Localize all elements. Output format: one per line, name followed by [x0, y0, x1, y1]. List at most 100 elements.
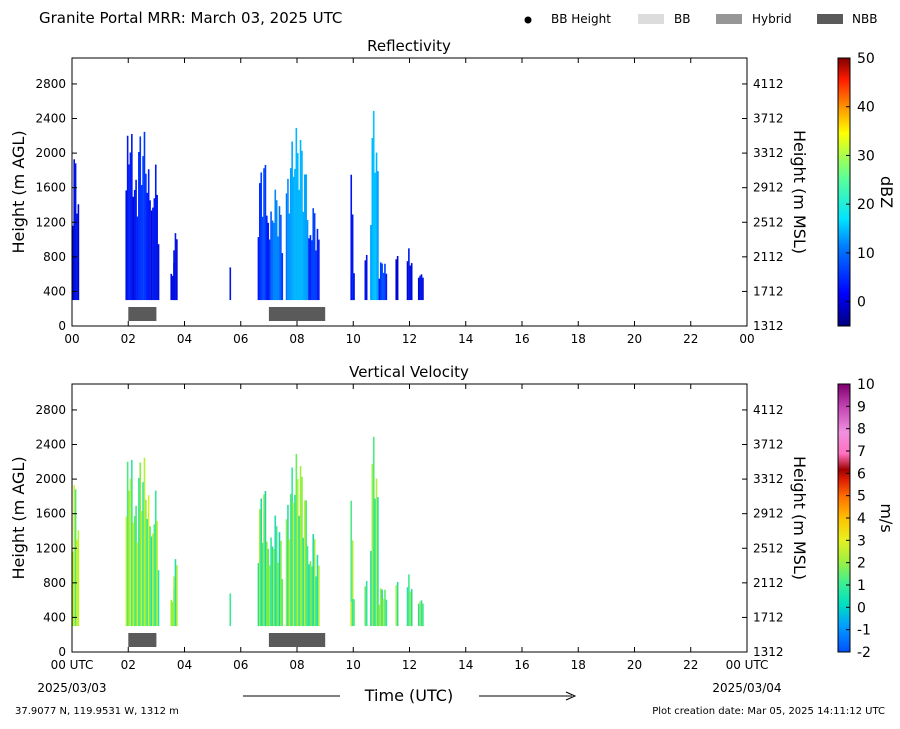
legend-bb-height-label: BB Height [551, 12, 611, 26]
echo-column-stripe [381, 263, 383, 301]
echo-column-stripe [138, 151, 140, 301]
echo-column-stripe [264, 165, 267, 301]
echo-column-stripe [291, 467, 293, 627]
echo-column-stripe [379, 588, 382, 627]
dbz-colorbar-label: dBZ [877, 176, 896, 208]
echo-column-stripe [156, 520, 158, 627]
y-tick-label: 1600 [35, 507, 66, 521]
colorbar-tick-label: 7 [857, 444, 866, 460]
echo-column-stripe [309, 235, 312, 301]
echo-column-stripe [372, 436, 375, 627]
echo-column-stripe [280, 214, 282, 301]
velocity-y-label: Height (m AGL) [9, 456, 28, 579]
dbz-colorbar-ticks: 0 10 20 30 40 50 [846, 51, 875, 311]
colorbar-tick-label: 6 [857, 466, 866, 482]
echo-column-stripe [74, 163, 77, 301]
echo-column-stripe [365, 254, 368, 301]
echo-column-stripe [374, 498, 376, 627]
echo-column-stripe [395, 259, 398, 301]
echo-column-stripe [154, 490, 157, 627]
echo-column-stripe [350, 275, 353, 301]
echo-column-stripe [420, 274, 423, 301]
echo-column-stripe [299, 465, 302, 627]
echo-column-stripe [420, 600, 423, 627]
echo-column-stripe [171, 601, 174, 627]
x-tick-label: 00 [739, 332, 754, 346]
y2-tick-label: 1312 [753, 645, 784, 659]
x-tick-label: 10 [346, 658, 361, 672]
velocity-title: Vertical Velocity [349, 363, 469, 381]
reflectivity-echo-layer [72, 110, 424, 301]
echo-column-stripe [125, 190, 128, 301]
y-tick-label: 2000 [35, 146, 66, 160]
echo-column-stripe [408, 574, 410, 627]
echo-column-stripe [312, 534, 315, 627]
echo-column-stripe [170, 273, 173, 301]
echo-column-stripe [375, 478, 378, 627]
echo-column-stripe [406, 587, 409, 627]
echo-column-stripe [153, 198, 156, 301]
echo-column-stripe [280, 540, 282, 627]
echo-column-stripe [139, 136, 142, 301]
echo-column-stripe [384, 263, 386, 301]
echo-column-stripe [132, 196, 135, 301]
echo-column-stripe [351, 598, 354, 627]
echo-column-stripe [128, 490, 130, 627]
echo-column-stripe [133, 515, 136, 627]
echo-column-stripe [372, 110, 375, 301]
colorbar-tick-label: 0 [857, 295, 866, 311]
echo-column-stripe [365, 580, 368, 627]
echo-column-stripe [351, 214, 354, 301]
echo-column-stripe [229, 593, 232, 627]
echo-column-stripe [136, 216, 139, 301]
echo-column-stripe [291, 141, 293, 301]
colorbar-tick-label: 1 [857, 578, 866, 594]
legend-hybrid-label: Hybrid [752, 12, 792, 26]
echo-column-stripe [315, 250, 317, 301]
echo-column-stripe [419, 275, 421, 301]
echo-column-stripe [289, 494, 292, 627]
echo-column-stripe [350, 500, 353, 627]
echo-column-stripe [72, 225, 74, 301]
y-tick-label: 2800 [35, 77, 66, 91]
echo-column-stripe [140, 185, 143, 301]
echo-column-stripe [316, 228, 319, 301]
time-arrow-head-icon [565, 691, 577, 701]
echo-column-stripe [142, 156, 144, 301]
echo-column-stripe [313, 213, 316, 301]
echo-column-stripe [410, 263, 413, 301]
x-tick-label: 00 UTC [726, 658, 769, 672]
echo-column-stripe [150, 210, 153, 301]
echo-column-stripe [409, 265, 412, 301]
echo-column-stripe [382, 598, 385, 627]
colorbar-tick-label: 50 [857, 51, 875, 67]
echo-column-stripe [308, 564, 310, 627]
y-tick-label: 400 [43, 284, 66, 298]
figure-title: Granite Portal MRR: March 03, 2025 UTC [39, 9, 342, 27]
echo-column-stripe [156, 194, 158, 301]
echo-column-stripe [353, 599, 355, 627]
echo-column-stripe [294, 168, 296, 301]
x-tick-label: 14 [458, 332, 473, 346]
echo-column-stripe [176, 239, 178, 301]
echo-column-stripe [176, 565, 178, 627]
echo-column-stripe [306, 220, 309, 301]
echo-column-stripe [377, 497, 379, 627]
echo-column-stripe [305, 500, 307, 627]
echo-column-stripe [350, 174, 353, 301]
echo-column-stripe [143, 457, 146, 627]
colorbar-tick-label: 5 [857, 489, 866, 505]
echo-column-stripe [131, 460, 133, 627]
x-tick-label: 18 [571, 658, 586, 672]
echo-column-stripe [295, 453, 298, 627]
echo-column-stripe [126, 135, 129, 301]
end-date: 2025/03/04 [712, 681, 781, 695]
y2-tick-label: 2512 [753, 541, 784, 555]
echo-column-stripe [150, 536, 153, 627]
colorbar-tick-label: 10 [857, 377, 875, 393]
echo-column-stripe [271, 546, 274, 627]
echo-column-stripe [129, 152, 132, 301]
echo-column-stripe [294, 494, 296, 627]
echo-column-stripe [268, 239, 271, 301]
echo-column-stripe [302, 537, 305, 627]
